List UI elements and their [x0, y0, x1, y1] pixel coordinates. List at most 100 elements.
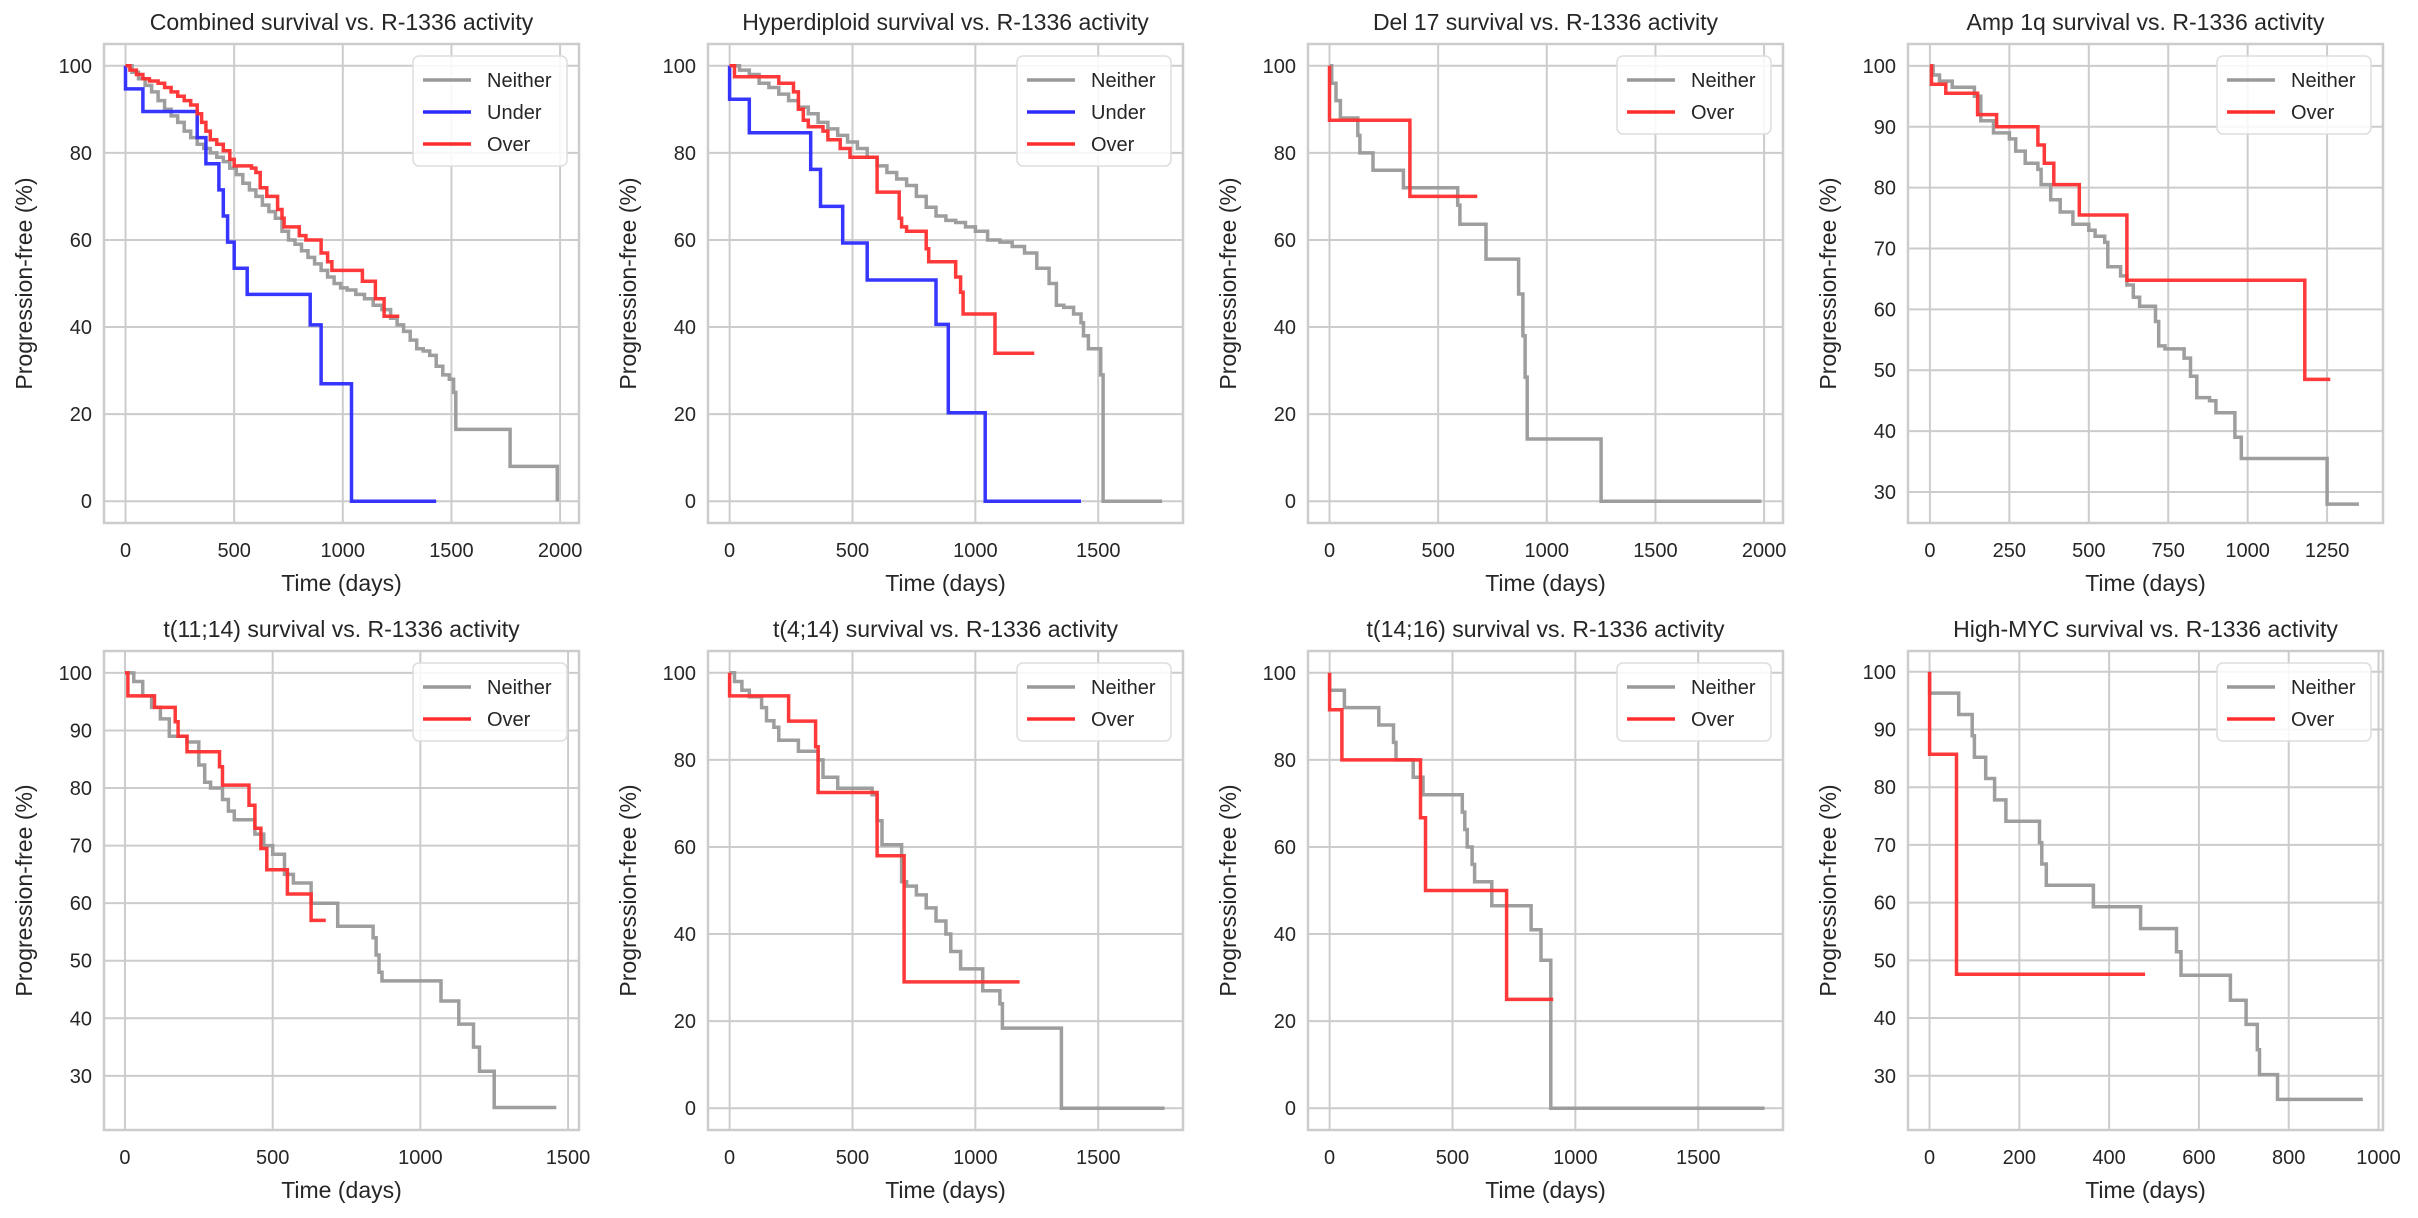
y-tick-label: 0 — [685, 1098, 696, 1120]
x-tick-label: 200 — [2003, 1147, 2036, 1169]
y-tick-label: 50 — [70, 951, 92, 973]
y-tick-label: 100 — [59, 663, 92, 685]
legend-label: Neither — [487, 70, 552, 92]
x-axis-label: Time (days) — [2085, 570, 2206, 596]
y-tick-label: 20 — [1274, 1011, 1296, 1033]
subplot-8: 0 200 400 600 800 1000 30 40 50 60 70 80 90 100 High-M… — [1815, 616, 2401, 1203]
subplot-6: 0 500 1000 1500 0 20 40 60 80 100 t(4;14) survival… — [615, 616, 1185, 1203]
subplot-title: t(14;16) survival vs. R-1336 activity — [1367, 616, 1725, 642]
subplot-title: t(11;14) survival vs. R-1336 activity — [163, 616, 520, 642]
y-tick-label: 80 — [1874, 178, 1896, 200]
y-tick-label: 80 — [674, 750, 696, 772]
subplot-2: 0 500 1000 1500 0 20 40 60 80 100 Hyperdiploid sur… — [615, 9, 1185, 596]
y-tick-label: 40 — [1274, 924, 1296, 946]
x-axis-label: Time (days) — [281, 570, 402, 596]
subplot-3: 0 500 1000 1500 2000 0 20 40 60 80 100 Del 17 survi… — [1215, 9, 1786, 596]
x-tick-label: 800 — [2272, 1147, 2305, 1169]
legend-label: Neither — [2291, 70, 2356, 92]
legend: Neither Over — [1016, 662, 1172, 742]
series-line-neither — [125, 64, 560, 502]
y-tick-label: 100 — [1263, 663, 1296, 685]
x-tick-label: 1000 — [2356, 1147, 2401, 1169]
axes-frame — [102, 42, 581, 525]
series-line-over — [1327, 65, 1478, 199]
series-line-over — [1927, 671, 2146, 976]
y-axis-label: Progression-free (%) — [1815, 177, 1841, 389]
y-tick-label: 60 — [1274, 230, 1296, 252]
legend-box — [412, 662, 568, 742]
legend-label: Under — [1091, 102, 1146, 124]
y-tick-label: 90 — [1874, 117, 1896, 139]
y-tick-label: 40 — [674, 924, 696, 946]
x-tick-label: 1500 — [429, 540, 474, 562]
y-tick-label: 40 — [70, 1008, 92, 1030]
y-axis-label: Progression-free (%) — [11, 784, 37, 996]
series-line-under — [727, 65, 1081, 503]
legend: Neither Under Over — [412, 55, 568, 167]
y-tick-label: 30 — [1874, 1066, 1896, 1088]
y-tick-label: 60 — [1874, 299, 1896, 321]
x-tick-label: 500 — [217, 540, 250, 562]
x-tick-label: 1250 — [2305, 540, 2350, 562]
subplot-title: Combined survival vs. R-1336 activity — [150, 9, 534, 35]
axes-frame — [1906, 649, 2385, 1132]
y-tick-label: 40 — [674, 317, 696, 339]
x-axis-label: Time (days) — [281, 1177, 402, 1203]
legend: Neither Over — [412, 662, 568, 742]
x-axis-label: Time (days) — [1485, 1177, 1606, 1203]
y-tick-label: 60 — [674, 230, 696, 252]
legend-label: Neither — [487, 677, 552, 699]
x-tick-label: 0 — [119, 1147, 130, 1169]
y-tick-label: 50 — [1874, 950, 1896, 972]
y-tick-label: 70 — [1874, 239, 1896, 261]
y-tick-label: 20 — [674, 404, 696, 426]
x-tick-label: 0 — [120, 540, 131, 562]
x-tick-label: 0 — [724, 1147, 735, 1169]
series-line-neither — [1929, 64, 2359, 506]
legend-label: Neither — [2291, 677, 2356, 699]
legend-label: Over — [1691, 709, 1735, 731]
legend-label: Neither — [1091, 677, 1156, 699]
y-tick-label: 80 — [1874, 777, 1896, 799]
legend: Neither Over — [1616, 55, 1772, 135]
series-line-neither — [1327, 672, 1765, 1110]
x-tick-label: 1500 — [1633, 540, 1678, 562]
y-tick-label: 100 — [1863, 56, 1896, 78]
axes-frame — [706, 649, 1185, 1132]
y-axis-label: Progression-free (%) — [1815, 784, 1841, 996]
x-tick-label: 500 — [256, 1147, 289, 1169]
legend-box — [2216, 662, 2372, 742]
x-tick-label: 1000 — [953, 540, 998, 562]
legend-label: Over — [487, 709, 531, 731]
legend-box — [412, 55, 568, 167]
subplot-title: Del 17 survival vs. R-1336 activity — [1373, 9, 1719, 35]
y-tick-label: 20 — [1274, 404, 1296, 426]
y-axis-label: Progression-free (%) — [1215, 177, 1241, 389]
y-tick-label: 80 — [1274, 143, 1296, 165]
y-tick-label: 20 — [674, 1011, 696, 1033]
y-tick-label: 40 — [1874, 421, 1896, 443]
y-tick-label: 0 — [1285, 491, 1296, 513]
axes-frame — [706, 42, 1185, 525]
x-axis-label: Time (days) — [885, 570, 1006, 596]
x-tick-label: 1500 — [1076, 540, 1121, 562]
x-tick-label: 1500 — [1076, 1147, 1121, 1169]
y-tick-label: 90 — [1874, 719, 1896, 741]
x-tick-label: 0 — [1324, 540, 1335, 562]
x-axis-label: Time (days) — [885, 1177, 1006, 1203]
legend-box — [1616, 55, 1772, 135]
y-tick-label: 50 — [1874, 360, 1896, 382]
legend-label: Over — [2291, 102, 2335, 124]
y-tick-label: 100 — [1263, 56, 1296, 78]
y-tick-label: 70 — [1874, 835, 1896, 857]
x-tick-label: 2000 — [538, 540, 583, 562]
series-line-over — [1327, 672, 1554, 1002]
x-tick-label: 500 — [2072, 540, 2105, 562]
x-tick-label: 750 — [2152, 540, 2185, 562]
subplot-1: 0 500 1000 1500 2000 0 20 40 60 80 100 Combined sur… — [11, 9, 582, 596]
y-tick-label: 70 — [70, 836, 92, 858]
y-tick-label: 0 — [1285, 1098, 1296, 1120]
y-tick-label: 60 — [674, 837, 696, 859]
legend-label: Over — [487, 134, 531, 156]
subplot-title: Hyperdiploid survival vs. R-1336 activit… — [742, 9, 1149, 35]
